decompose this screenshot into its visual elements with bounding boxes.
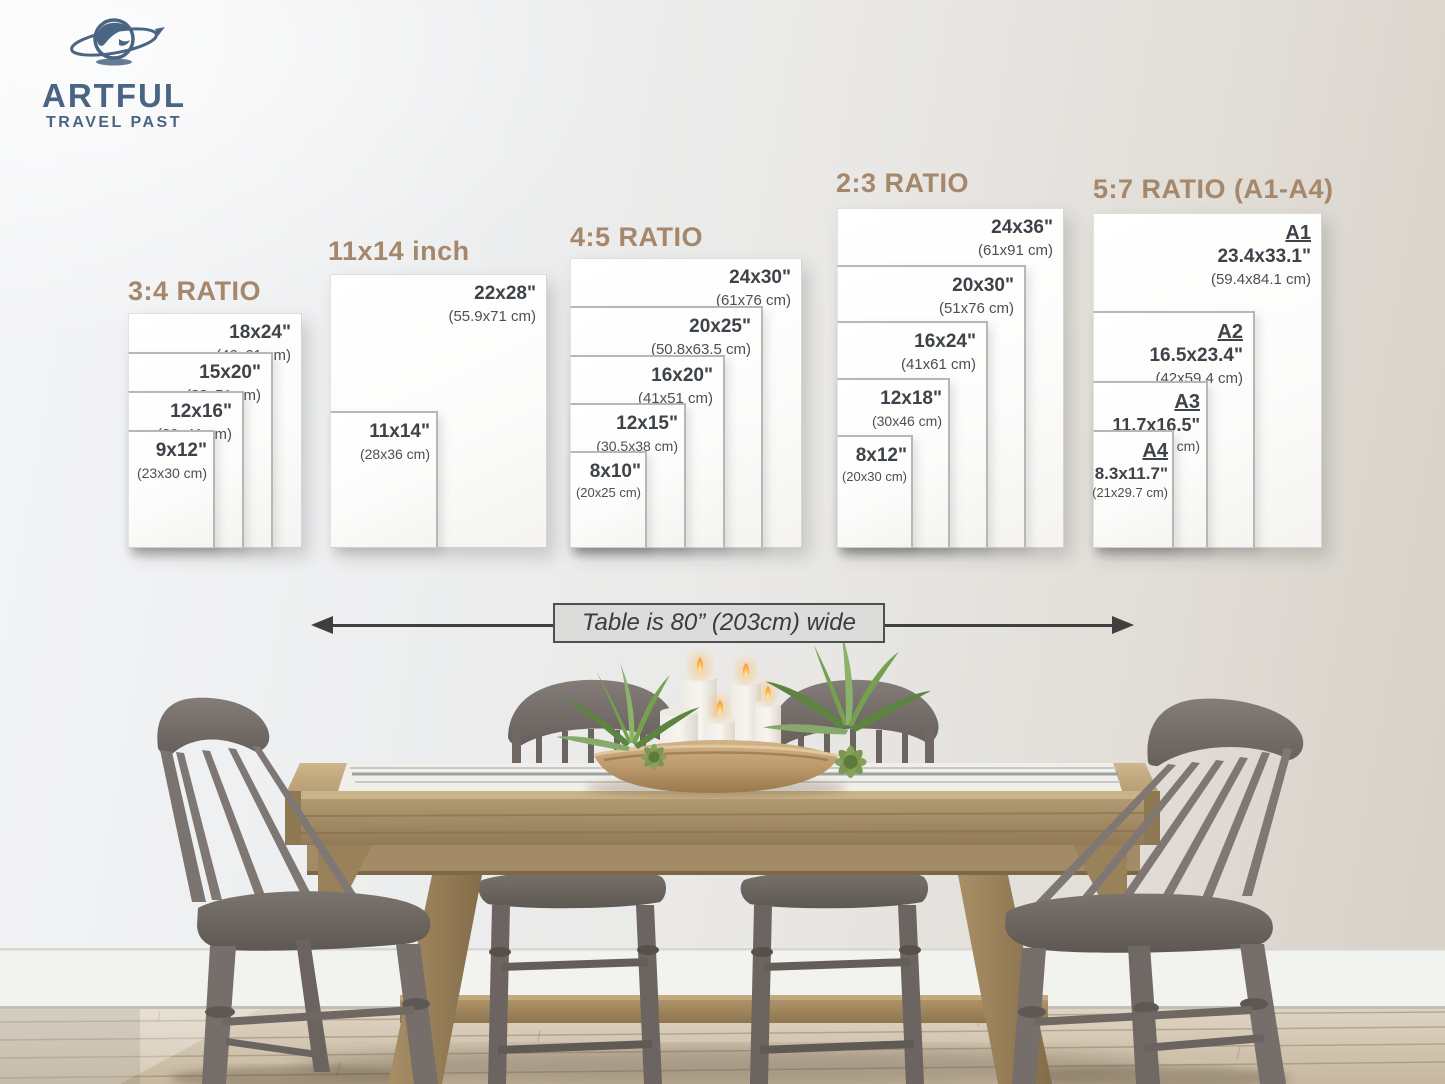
group-title-2-3: 2:3 RATIO [836, 168, 970, 198]
succulent-right [834, 745, 867, 779]
air-plant-left [556, 663, 700, 770]
pillar-candles [660, 652, 781, 749]
group-title-5-7: 5:7 RATIO (A1-A4) [1093, 174, 1334, 204]
size-frame-8x10: 8x10" (20x25 cm) [570, 451, 647, 548]
table-width-label: Table is 80” (203cm) wide [553, 603, 885, 643]
size-frame-11x14: 11x14" (28x36 cm) [330, 411, 438, 548]
group-title-4-5: 4:5 RATIO [570, 222, 704, 252]
candle-flames [689, 652, 777, 721]
table-stretcher-beam [400, 995, 1048, 1023]
brand-subtitle: TRAVEL PAST [46, 114, 182, 131]
group-title-11x14: 11x14 inch [328, 236, 470, 266]
front-chair-left [157, 697, 438, 1084]
succulent-left [641, 744, 667, 770]
size-frame-9x12: 9x12" (23x30 cm) [128, 430, 215, 548]
front-chair-right [1005, 698, 1304, 1084]
arrow-left-icon [311, 616, 333, 634]
brand-logo: ARTFUL TRAVEL PAST [36, 12, 192, 131]
globe-orbit-icon [70, 18, 165, 66]
arrow-right-icon [1112, 616, 1134, 634]
size-frame-8x12: 8x12" (20x30 cm) [837, 435, 913, 548]
size-frame-a4: A4 8.3x11.7" (21x29.7 cm) [1092, 430, 1174, 548]
air-plant-right [763, 633, 932, 779]
group-title-3-4: 3:4 RATIO [128, 276, 262, 306]
brand-name: ARTFUL [42, 77, 186, 114]
centerpiece [556, 633, 932, 797]
